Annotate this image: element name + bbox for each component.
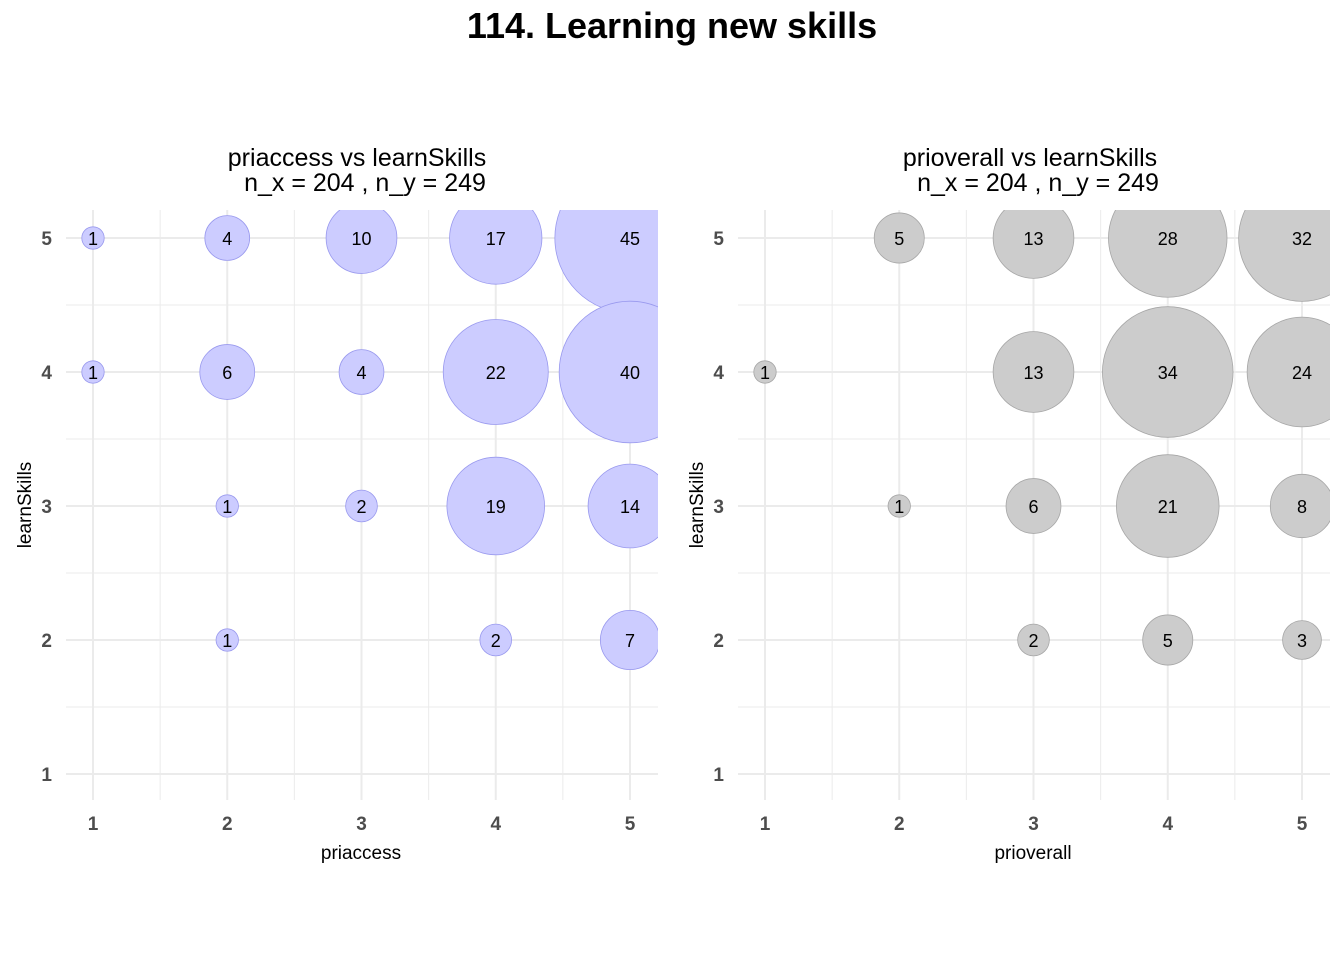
x-axis-label: priaccess [321,843,401,864]
bubble-label: 14 [620,497,640,517]
bubble [1246,316,1330,428]
bubble-label: 13 [1023,229,1043,249]
bubble [1116,454,1220,558]
x-tick-label: 2 [222,814,233,835]
bubble-label: 6 [1028,497,1038,517]
bubble [1142,614,1194,666]
y-tick-label: 5 [713,229,724,250]
bubble [992,210,1075,279]
bubble-label: 4 [222,229,232,249]
bubble-label: 8 [1297,497,1307,517]
bubble [1017,623,1050,657]
bubble [325,210,398,274]
bubble-label: 10 [351,229,371,249]
y-axis-label: learnSkills [687,462,708,549]
bubble-label: 17 [486,229,506,249]
y-tick-label: 4 [41,363,52,384]
bubble-label: 2 [356,497,366,517]
bubble-label: 45 [620,229,640,249]
bubble-label: 4 [356,363,366,383]
x-tick-label: 5 [1297,814,1308,835]
y-tick-label: 5 [41,229,52,250]
bubble [558,300,658,444]
bubble-label: 6 [222,363,232,383]
x-tick-label: 3 [1028,814,1039,835]
bubble-label: 1 [894,497,904,517]
x-axis-label: prioverall [994,843,1071,864]
bubble [215,628,239,652]
bubble-label: 22 [486,363,506,383]
bubble [587,463,658,549]
bubble [873,212,925,264]
bubble [446,456,545,556]
bubble [1102,306,1234,438]
panel-subtitle: n_x = 204 , n_y = 249 [244,169,486,197]
bubble-label: 2 [1028,631,1038,651]
bubble [887,494,911,518]
bubble [338,349,385,395]
y-tick-label: 3 [713,497,724,518]
bubble [599,609,658,671]
bubble-label: 5 [1163,631,1173,651]
x-tick-label: 1 [760,814,771,835]
bubble [345,489,378,523]
bubble-label: 13 [1023,363,1043,383]
bubble [1269,473,1330,539]
bubble [449,210,543,285]
bubbles [81,210,658,671]
bubble [81,226,105,250]
bubble-label: 1 [88,363,98,383]
bubble [215,494,239,518]
bubble [1238,210,1330,302]
bubble-label: 1 [222,631,232,651]
x-tick-label: 4 [1162,814,1173,835]
bubble-label: 40 [620,363,640,383]
bubble [1108,210,1228,298]
bubble [479,623,512,657]
bubble-label: 1 [222,497,232,517]
bubble-label: 32 [1292,229,1312,249]
panel-title: prioverall vs learnSkills [903,144,1157,172]
bubble-label: 1 [760,363,770,383]
bubble [204,215,251,261]
bubble-label: 21 [1158,497,1178,517]
bubble [81,360,105,384]
y-tick-label: 2 [41,631,52,652]
x-tick-label: 5 [625,814,636,835]
y-tick-label: 2 [713,631,724,652]
x-tick-label: 1 [88,814,99,835]
bubble [753,360,777,384]
y-tick-label: 4 [713,363,724,384]
y-tick-label: 1 [713,765,724,786]
bubbles [753,210,1330,666]
main-title: 114. Learning new skills [466,5,878,46]
bubble [199,344,256,400]
bubble-label: 1 [88,229,98,249]
bubble [992,331,1075,413]
bubble [442,319,549,425]
bubble [1282,620,1322,660]
bubble-label: 3 [1297,631,1307,651]
x-tick-label: 3 [356,814,367,835]
bubble-label: 24 [1292,363,1312,383]
bubble-label: 19 [486,497,506,517]
x-tick-label: 4 [490,814,501,835]
x-tick-label: 2 [894,814,905,835]
bubble-label: 34 [1158,363,1178,383]
panel-title: priaccess vs learnSkills [228,144,486,172]
y-tick-label: 1 [41,765,52,786]
y-tick-label: 3 [41,497,52,518]
bubble-label: 2 [491,631,501,651]
bubble-label: 5 [894,229,904,249]
bubble [1005,478,1062,534]
panel-subtitle: n_x = 204 , n_y = 249 [917,169,1159,197]
y-axis-label: learnSkills [15,462,36,549]
bubble-label: 28 [1158,229,1178,249]
bubble-label: 7 [625,631,635,651]
